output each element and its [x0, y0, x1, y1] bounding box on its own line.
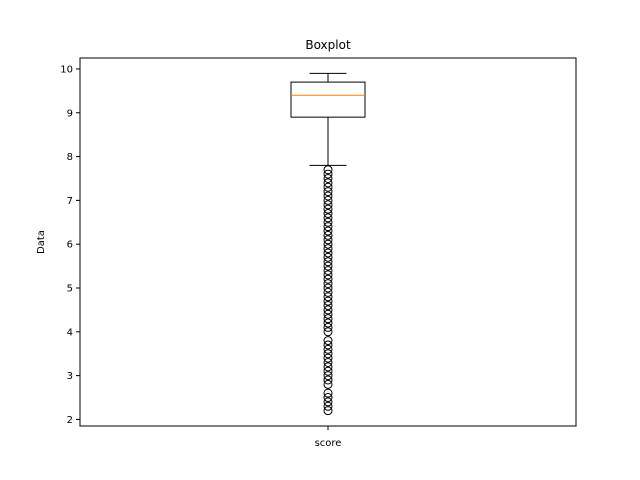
outlier-point: [323, 200, 333, 210]
outlier-point: [323, 344, 333, 354]
y-tick-label: 6: [67, 240, 73, 251]
outlier-point: [323, 182, 333, 192]
outlier-point: [323, 397, 333, 407]
y-axis-title: Data: [36, 230, 47, 254]
y-tick-label: 5: [67, 284, 73, 295]
outlier-point: [323, 357, 333, 367]
outlier-point: [323, 296, 333, 306]
outlier-point: [323, 287, 333, 297]
outlier-point: [323, 169, 333, 179]
outlier-point: [323, 239, 333, 249]
outlier-point: [323, 314, 333, 324]
plot-area: [290, 72, 366, 416]
outlier-point: [323, 209, 333, 219]
outlier-point: [323, 213, 333, 223]
outlier-point: [323, 305, 333, 315]
y-tick-label: 4: [67, 327, 73, 338]
outlier-point: [323, 257, 333, 267]
outlier-point: [323, 388, 333, 398]
outlier-point: [323, 393, 333, 403]
y-tick-label: 10: [60, 64, 73, 75]
outlier-point: [323, 279, 333, 289]
outlier-point: [323, 379, 333, 389]
outlier-point: [323, 309, 333, 319]
outlier-point: [323, 327, 333, 337]
outlier-point: [323, 230, 333, 240]
outlier-point: [323, 195, 333, 205]
outlier-point: [323, 274, 333, 284]
outlier-point: [323, 292, 333, 302]
x-tick-label: score: [315, 438, 342, 449]
outlier-point: [323, 204, 333, 214]
y-tick-label: 2: [67, 415, 73, 426]
outlier-point: [323, 371, 333, 381]
outlier-point: [323, 244, 333, 254]
outlier-point: [323, 349, 333, 359]
outlier-point: [323, 252, 333, 262]
chart-title: Boxplot: [305, 38, 351, 52]
outlier-point: [323, 173, 333, 183]
outlier-point: [323, 187, 333, 197]
outlier-point: [323, 301, 333, 311]
outlier-point: [323, 178, 333, 188]
outlier-point: [323, 235, 333, 245]
outlier-point: [323, 248, 333, 258]
outlier-point: [323, 261, 333, 271]
outlier-point: [323, 362, 333, 372]
outlier-point: [323, 283, 333, 293]
outlier-point: [323, 353, 333, 363]
x-axis: score: [315, 426, 342, 449]
outlier-point: [323, 222, 333, 232]
outlier-point: [323, 340, 333, 350]
outlier-point: [323, 366, 333, 376]
y-tick-label: 9: [67, 108, 73, 119]
outlier-point: [323, 165, 333, 175]
y-tick-label: 8: [67, 152, 73, 163]
outlier-point: [323, 375, 333, 385]
y-tick-label: 7: [67, 196, 73, 207]
outlier-point: [323, 265, 333, 275]
box-group: [290, 72, 366, 416]
y-axis: 2 3 4 5 6 7 8 9 10: [60, 64, 80, 426]
y-tick-label: 3: [67, 371, 73, 382]
outlier-point: [323, 318, 333, 328]
outlier-point: [323, 217, 333, 227]
outlier-point: [323, 336, 333, 346]
iqr-box: [290, 81, 366, 118]
outlier-point: [323, 322, 333, 332]
outlier-point: [323, 406, 333, 416]
outlier-point: [323, 191, 333, 201]
outlier-point: [323, 401, 333, 411]
outlier-point: [323, 226, 333, 236]
outlier-point: [323, 270, 333, 280]
